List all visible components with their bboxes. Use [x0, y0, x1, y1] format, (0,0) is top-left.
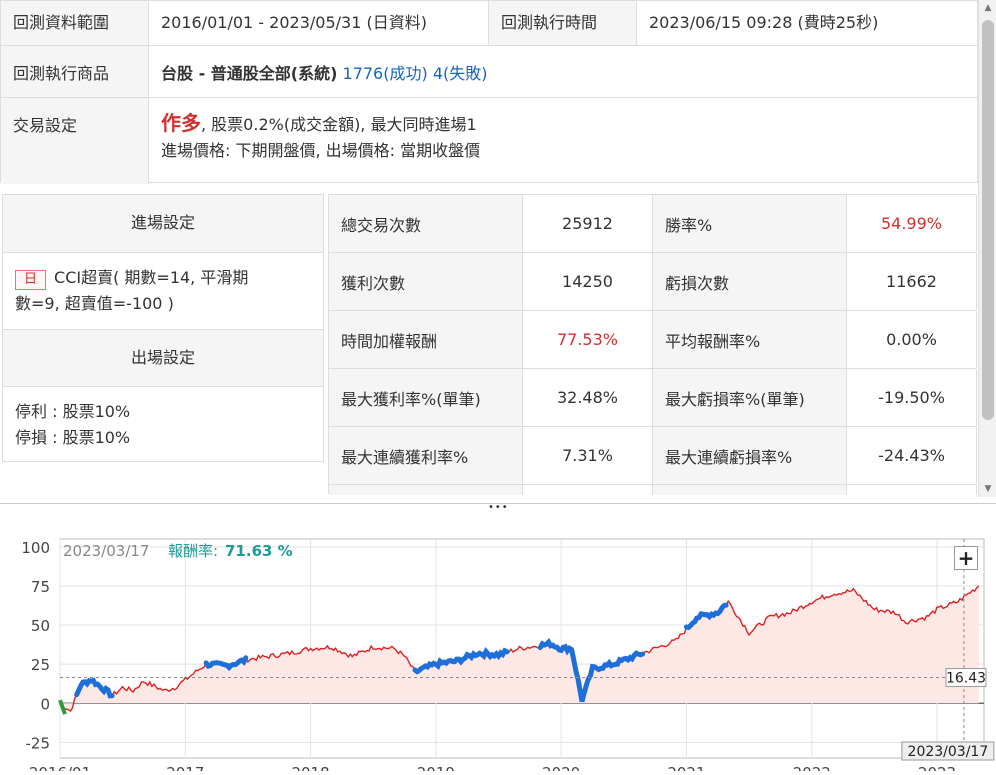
- stat-value: 7.31%: [523, 427, 653, 484]
- stat-value: 32.48%: [523, 369, 653, 426]
- stats-row: 最大連續獲利率% 7.31% 最大連續虧損率% -24.43%: [329, 427, 977, 485]
- x-tick-label: 2019: [417, 764, 455, 771]
- range-label: 回測資料範圍: [1, 1, 149, 45]
- trade-row: 交易設定 作多, 股票0.2%(成交金額), 最大同時進場1 進場價格: 下期開…: [1, 98, 977, 184]
- stat-label: 勝率%: [653, 195, 847, 252]
- stat-label: 總交易次數: [329, 195, 523, 252]
- scroll-down-icon[interactable]: ▼: [984, 484, 992, 494]
- exit-condition: 停利 : 股票10% 停損 : 股票10%: [15, 399, 130, 451]
- x-tick-label: 2016/01: [29, 764, 91, 771]
- stat-cell: [329, 485, 523, 495]
- trade-price: 進場價格: 下期開盤價, 出場價格: 當期收盤價: [161, 141, 481, 160]
- stat-value: 14250: [523, 253, 653, 310]
- resize-handle[interactable]: •••: [488, 502, 509, 513]
- trade-detail: , 股票0.2%(成交金額), 最大同時進場1: [201, 115, 477, 134]
- stats-table: 總交易次數 25912 勝率% 54.99% 獲利次數 14250 虧損次數 11662 時間加…: [328, 194, 977, 495]
- panel-divider[interactable]: [0, 503, 996, 513]
- win-marker-segment: [412, 646, 510, 675]
- entry-line2: 數=9, 超賣值=-100 ): [15, 294, 174, 313]
- trade-label: 交易設定: [1, 98, 149, 184]
- page-scrollbar[interactable]: ▲ ▼: [978, 0, 996, 497]
- win-marker-segment: [683, 602, 729, 631]
- product-name: 台股 - 普通股全部(系統): [161, 64, 338, 83]
- x-tick-label: 2018: [291, 764, 329, 771]
- entry-line1: CCI超賣( 期數=14, 平滑期: [54, 268, 249, 287]
- stat-label: 最大連續獲利率%: [329, 427, 523, 484]
- stat-label: 時間加權報酬: [329, 311, 523, 368]
- stats-row: 獲利次數 14250 虧損次數 11662: [329, 253, 977, 311]
- stats-row-partial: [329, 485, 977, 495]
- x-tick-label: 2017: [166, 764, 204, 771]
- trade-value: 作多, 股票0.2%(成交金額), 最大同時進場1 進場價格: 下期開盤價, 出…: [149, 98, 492, 184]
- product-fail-link[interactable]: 4(失敗): [432, 64, 488, 83]
- product-row: 回測執行商品 台股 - 普通股全部(系統) 1776(成功) 4(失敗): [1, 46, 977, 98]
- y-tick-label: 0: [40, 695, 50, 713]
- stat-value: 11662: [847, 253, 977, 310]
- crosshair-date: 2023/03/17: [908, 744, 989, 760]
- return-chart-svg: 100 75 50 25 0 -25 2016/01 2017 2018 2019 2020 2021…: [21, 538, 995, 775]
- zoom-plus-button[interactable]: +: [954, 546, 978, 570]
- product-value: 台股 - 普通股全部(系統) 1776(成功) 4(失敗): [149, 46, 500, 97]
- product-label: 回測執行商品: [1, 46, 149, 97]
- x-tick-label: 2023: [918, 764, 956, 771]
- return-area: [60, 585, 979, 711]
- settings-panel: 進場設定 日 CCI超賣( 期數=14, 平滑期 數=9, 超賣值=-100 ) …: [2, 194, 324, 462]
- stat-label: 最大連續虧損率%: [653, 427, 847, 484]
- stat-label: 平均報酬率%: [653, 311, 847, 368]
- win-marker-segment: [537, 638, 646, 703]
- product-success-link[interactable]: 1776(成功): [342, 64, 428, 83]
- range-value: 2016/01/01 - 2023/05/31 (日資料): [149, 1, 489, 45]
- y-tick-label: -25: [26, 734, 51, 752]
- x-tick-label: 2020: [542, 764, 580, 771]
- stats-row: 時間加權報酬 77.53% 平均報酬率% 0.00%: [329, 311, 977, 369]
- backtest-info-table: 回測資料範圍 2016/01/01 - 2023/05/31 (日資料) 回測執…: [0, 0, 978, 184]
- entry-header: 進場設定: [3, 195, 323, 253]
- daily-badge: 日: [15, 270, 47, 290]
- tooltip-label: 報酬率:: [168, 542, 218, 560]
- time-value: 2023/06/15 09:28 (費時25秒): [649, 13, 879, 32]
- exit-header: 出場設定: [3, 329, 323, 387]
- stat-cell: [653, 485, 847, 495]
- x-tick-label: 2022: [793, 764, 831, 771]
- y-tick-label: 50: [31, 617, 50, 635]
- stat-cell: [847, 485, 977, 495]
- stat-label: 虧損次數: [653, 253, 847, 310]
- win-marker-segment: [203, 655, 249, 672]
- take-profit: 停利 : 股票10%: [15, 402, 131, 421]
- x-tick-label: 2021: [667, 764, 705, 771]
- time-label: 回測執行時間: [489, 1, 637, 45]
- y-tick-label: 75: [31, 578, 50, 596]
- stats-row: 最大獲利率%(單筆) 32.48% 最大虧損率%(單筆) -19.50%: [329, 369, 977, 427]
- crosshair-value-box: [945, 668, 987, 688]
- stat-value: 54.99%: [847, 195, 977, 252]
- crosshair-date-box: [901, 741, 995, 761]
- stat-value: -24.43%: [847, 427, 977, 484]
- tooltip-value: 71.63 %: [225, 542, 293, 560]
- tooltip-date: 2023/03/17: [63, 542, 149, 560]
- crosshair-value: 16.43: [946, 671, 986, 687]
- y-tick-label: 100: [21, 539, 50, 557]
- stat-value: 25912: [523, 195, 653, 252]
- stat-label: 最大虧損率%(單筆): [653, 369, 847, 426]
- entry-condition: 日 CCI超賣( 期數=14, 平滑期 數=9, 超賣值=-100 ): [15, 265, 315, 317]
- trade-direction: 作多: [161, 111, 201, 135]
- win-marker-segment: [74, 677, 115, 699]
- stop-loss: 停損 : 股票10%: [15, 428, 131, 447]
- stats-row: 總交易次數 25912 勝率% 54.99%: [329, 195, 977, 253]
- stat-value: -19.50%: [847, 369, 977, 426]
- range-row: 回測資料範圍 2016/01/01 - 2023/05/31 (日資料) 回測執…: [1, 1, 977, 46]
- scroll-up-icon[interactable]: ▲: [984, 3, 992, 13]
- stat-value: 0.00%: [847, 311, 977, 368]
- return-chart[interactable]: 100 75 50 25 0 -25 2016/01 2017 2018 2019 2020 2021…: [0, 513, 996, 775]
- stat-cell: [523, 485, 653, 495]
- scrollbar-thumb[interactable]: [982, 20, 994, 420]
- stat-label: 最大獲利率%(單筆): [329, 369, 523, 426]
- early-marker-segment: [58, 699, 67, 715]
- stat-value: 77.53%: [523, 311, 653, 368]
- y-tick-label: 25: [31, 656, 50, 674]
- stat-label: 獲利次數: [329, 253, 523, 310]
